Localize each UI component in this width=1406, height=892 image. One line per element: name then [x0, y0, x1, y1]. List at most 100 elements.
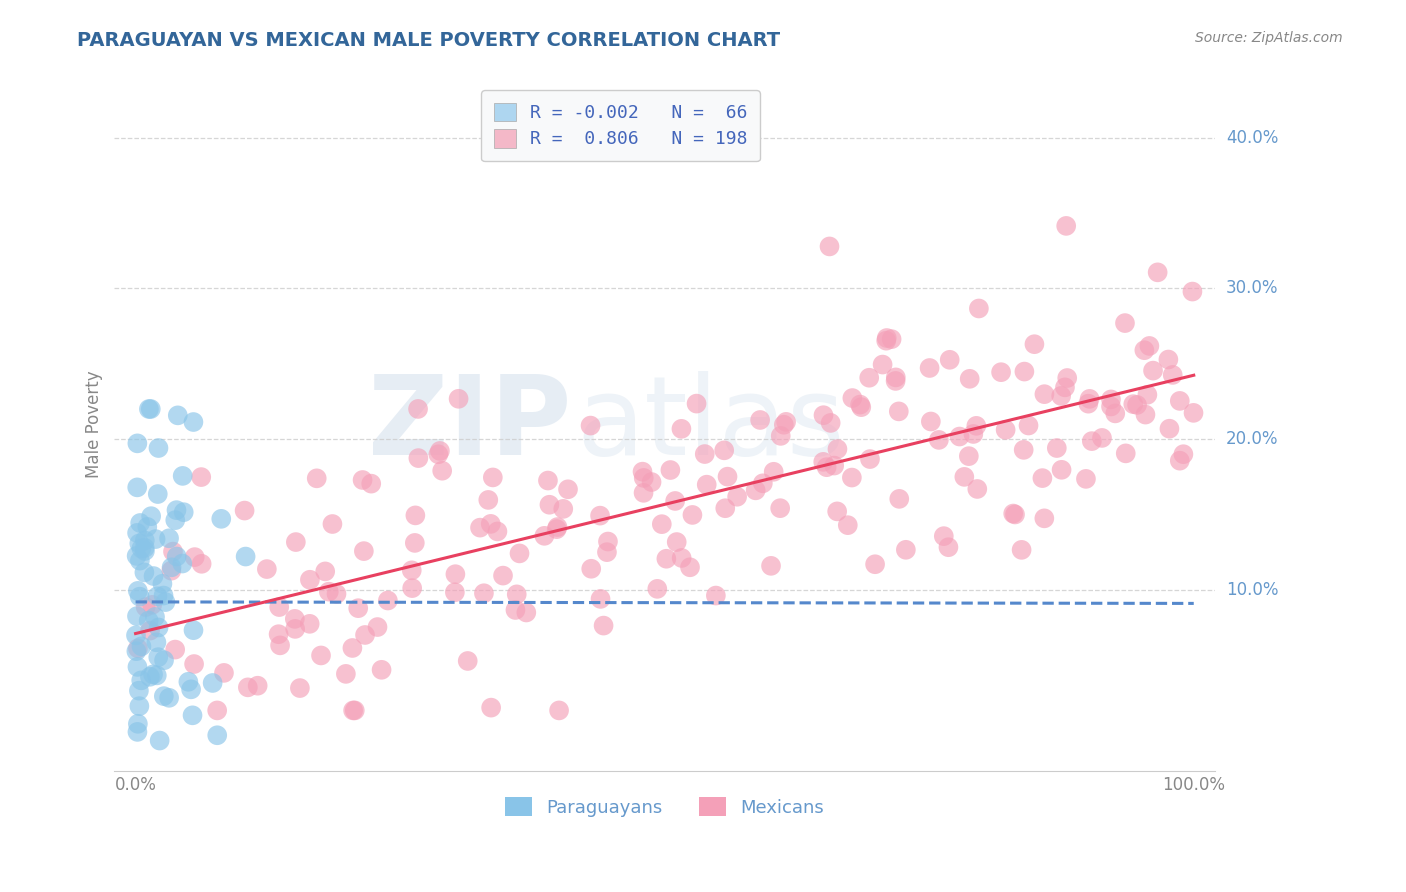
Point	[994, 423, 1017, 437]
Point	[592, 618, 614, 632]
Point	[932, 529, 955, 543]
Point	[894, 542, 917, 557]
Point	[457, 654, 479, 668]
Point	[553, 501, 575, 516]
Point	[920, 415, 942, 429]
Point	[1104, 406, 1126, 420]
Point	[679, 560, 702, 574]
Point	[342, 640, 364, 655]
Point	[1033, 387, 1056, 401]
Point	[813, 455, 835, 469]
Point	[1024, 337, 1046, 351]
Point	[128, 683, 150, 698]
Point	[153, 653, 176, 667]
Point	[314, 565, 336, 579]
Point	[547, 520, 569, 534]
Point	[157, 690, 180, 705]
Point	[138, 402, 160, 417]
Point	[1126, 398, 1149, 412]
Point	[492, 568, 515, 582]
Point	[360, 476, 382, 491]
Point	[640, 475, 662, 489]
Point	[190, 557, 212, 571]
Point	[1050, 389, 1073, 403]
Point	[444, 567, 467, 582]
Point	[354, 628, 377, 642]
Point	[537, 474, 560, 488]
Point	[486, 524, 509, 539]
Point	[342, 703, 364, 717]
Point	[212, 665, 235, 680]
Point	[1011, 542, 1033, 557]
Point	[1077, 397, 1099, 411]
Point	[153, 689, 176, 703]
Point	[125, 609, 148, 624]
Point	[166, 409, 188, 423]
Point	[875, 334, 897, 348]
Point	[967, 301, 990, 316]
Point	[579, 418, 602, 433]
Point	[233, 503, 256, 517]
Point	[166, 549, 188, 564]
Point	[135, 600, 157, 615]
Point	[468, 521, 491, 535]
Point	[827, 442, 849, 456]
Point	[298, 616, 321, 631]
Point	[284, 612, 307, 626]
Point	[815, 460, 838, 475]
Point	[155, 595, 177, 609]
Point	[125, 644, 148, 658]
Point	[267, 627, 290, 641]
Point	[1168, 393, 1191, 408]
Point	[596, 534, 619, 549]
Point	[205, 728, 228, 742]
Point	[769, 501, 792, 516]
Point	[472, 586, 495, 600]
Point	[444, 585, 467, 599]
Point	[918, 361, 941, 376]
Point	[953, 470, 976, 484]
Point	[579, 562, 602, 576]
Point	[1046, 441, 1069, 455]
Point	[1081, 434, 1104, 449]
Point	[533, 529, 555, 543]
Point	[858, 370, 880, 384]
Point	[149, 733, 172, 747]
Point	[145, 532, 167, 546]
Point	[129, 554, 152, 568]
Point	[957, 449, 980, 463]
Point	[183, 657, 205, 671]
Point	[769, 429, 792, 443]
Point	[863, 558, 886, 572]
Point	[127, 716, 149, 731]
Point	[284, 622, 307, 636]
Point	[128, 536, 150, 550]
Point	[183, 415, 205, 429]
Point	[1033, 511, 1056, 525]
Point	[962, 427, 984, 442]
Point	[1146, 265, 1168, 279]
Point	[823, 458, 845, 473]
Point	[959, 372, 981, 386]
Point	[889, 491, 911, 506]
Point	[1099, 392, 1122, 407]
Point	[990, 365, 1012, 379]
Point	[884, 370, 907, 384]
Point	[1115, 446, 1137, 460]
Point	[1054, 219, 1077, 233]
Point	[127, 480, 149, 494]
Point	[589, 508, 612, 523]
Point	[775, 415, 797, 429]
Text: 40.0%: 40.0%	[1226, 128, 1278, 146]
Point	[427, 447, 450, 461]
Point	[714, 501, 737, 516]
Point	[1157, 352, 1180, 367]
Point	[129, 516, 152, 530]
Point	[139, 402, 162, 417]
Point	[401, 581, 423, 595]
Text: Source: ZipAtlas.com: Source: ZipAtlas.com	[1195, 31, 1343, 45]
Point	[143, 610, 166, 624]
Point	[134, 541, 156, 555]
Point	[938, 352, 960, 367]
Point	[506, 587, 529, 601]
